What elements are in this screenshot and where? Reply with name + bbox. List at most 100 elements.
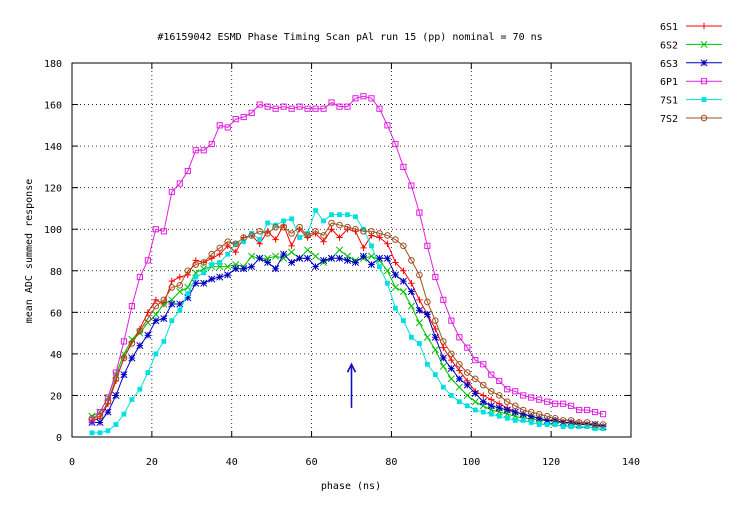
data-point-6S1-23 — [272, 236, 279, 243]
x-tick-label-6: 120 — [542, 457, 560, 468]
data-point-6S1-7 — [144, 309, 152, 316]
data-point-6S1-43 — [432, 325, 439, 333]
series-6S2 — [88, 246, 607, 431]
data-point-6S1-16 — [216, 250, 223, 258]
data-point-6S2-37 — [383, 267, 391, 275]
data-point-6S2-42 — [423, 333, 431, 341]
x-tick-label-3: 60 — [306, 457, 318, 468]
data-point-7S1-42 — [424, 361, 430, 367]
data-point-6S3-40 — [407, 288, 415, 296]
data-point-6P1-16 — [216, 122, 223, 129]
data-point-6P1-49 — [480, 361, 487, 368]
data-point-6S3-37 — [383, 254, 391, 262]
data-point-6P1-23 — [272, 105, 279, 112]
data-point-7S1-26 — [297, 235, 302, 240]
data-point-7S2-4 — [120, 354, 128, 362]
x-tick-label-5: 100 — [462, 457, 480, 468]
data-point-6S3-32 — [343, 256, 352, 264]
data-point-6S3-12 — [184, 294, 192, 302]
y-tick-label-7: 140 — [44, 142, 62, 153]
data-point-7S1-31 — [337, 212, 342, 218]
data-point-6S3-26 — [296, 254, 304, 262]
data-point-6S1-34 — [360, 244, 367, 252]
data-point-6S3-47 — [463, 381, 471, 389]
data-point-7S1-23 — [273, 222, 279, 228]
data-point-6S3-35 — [367, 260, 376, 269]
data-point-6S1-50 — [488, 396, 495, 403]
data-point-7S1-40 — [408, 334, 414, 340]
data-point-7S1-55 — [528, 420, 534, 425]
data-point-6P1-22 — [264, 103, 271, 110]
data-point-7S1-21 — [257, 237, 263, 243]
data-point-6P1-10 — [168, 188, 175, 195]
data-point-6P1-17 — [224, 124, 231, 131]
data-point-6S2-11 — [176, 288, 184, 296]
x-tick-label-1: 20 — [146, 457, 158, 468]
data-point-7S2-10 — [168, 284, 176, 291]
data-point-7S1-39 — [401, 318, 406, 324]
data-point-6P1-54 — [520, 392, 527, 399]
data-point-6S3-6 — [136, 342, 144, 350]
data-point-7S1-32 — [345, 212, 350, 218]
x-tick-label-2: 40 — [226, 457, 238, 468]
axes: 0 20 40 60 80 100 120 140 0 20 40 60 80 100 120 140 160 1… — [44, 59, 640, 468]
data-point-7S2-42 — [424, 298, 431, 306]
data-point-7S1-9 — [161, 339, 167, 344]
data-point-6P1-8 — [152, 226, 159, 233]
data-point-6S1-30 — [328, 226, 335, 233]
data-point-7S1-45 — [448, 393, 454, 398]
data-point-6P1-7 — [144, 257, 151, 264]
data-point-6S3-23 — [272, 265, 280, 273]
data-point-6P1-36 — [376, 105, 383, 112]
data-point-7S1-3 — [113, 422, 119, 427]
data-point-7S1-49 — [480, 409, 486, 415]
data-point-7S1-41 — [416, 341, 422, 346]
data-point-7S2-25 — [288, 230, 295, 237]
data-point-6P1-12 — [184, 167, 191, 175]
data-point-6S3-43 — [431, 333, 439, 341]
data-point-7S2-8 — [152, 302, 160, 310]
data-point-6S3-17 — [224, 271, 232, 279]
data-point-6S3-5 — [128, 354, 136, 362]
data-point-6S1-11 — [176, 273, 184, 281]
data-point-6S2-31 — [335, 246, 344, 254]
data-point-7S1-56 — [536, 422, 542, 427]
data-point-6P1-43 — [432, 273, 439, 281]
data-point-6S2-28 — [312, 252, 320, 260]
data-point-6S3-8 — [152, 317, 160, 325]
data-point-7S2-18 — [232, 240, 240, 248]
data-point-6S3-10 — [168, 300, 176, 308]
data-point-7S2-29 — [320, 232, 327, 239]
data-point-7S2-56 — [535, 410, 543, 418]
data-point-6S2-17 — [224, 263, 232, 271]
data-point-6S2-47 — [463, 391, 471, 399]
data-point-7S1-11 — [177, 307, 183, 313]
data-point-6S3-33 — [351, 258, 360, 267]
series-line-7S1 — [91, 209, 604, 434]
data-point-7S2-19 — [240, 234, 247, 241]
data-point-6P1-0 — [88, 417, 96, 424]
data-point-6S1-31 — [336, 234, 343, 241]
data-point-6P1-21 — [256, 101, 263, 108]
data-point-7S1-2 — [105, 428, 111, 434]
data-point-7S1-35 — [369, 243, 374, 249]
annotations — [346, 362, 357, 408]
data-point-7S1-64 — [600, 426, 606, 432]
data-point-7S2-51 — [495, 392, 503, 399]
data-point-7S1-12 — [185, 291, 191, 297]
data-point-6P1-4 — [120, 338, 128, 345]
data-point-7S2-23 — [272, 223, 279, 231]
data-point-7S2-37 — [384, 232, 391, 239]
data-point-6P1-55 — [528, 394, 535, 401]
data-point-7S2-11 — [176, 282, 184, 289]
data-point-6S1-8 — [152, 296, 160, 304]
data-point-6S2-46 — [455, 383, 463, 391]
data-point-6S3-51 — [495, 404, 503, 412]
x-axis-label: phase (ns) — [321, 481, 381, 492]
data-point-7S1-52 — [504, 415, 510, 421]
data-point-6S3-45 — [447, 364, 455, 372]
data-point-6P1-39 — [400, 163, 407, 170]
data-point-7S2-41 — [416, 271, 423, 279]
data-point-6S2-25 — [288, 248, 296, 256]
data-point-7S2-27 — [304, 232, 311, 239]
